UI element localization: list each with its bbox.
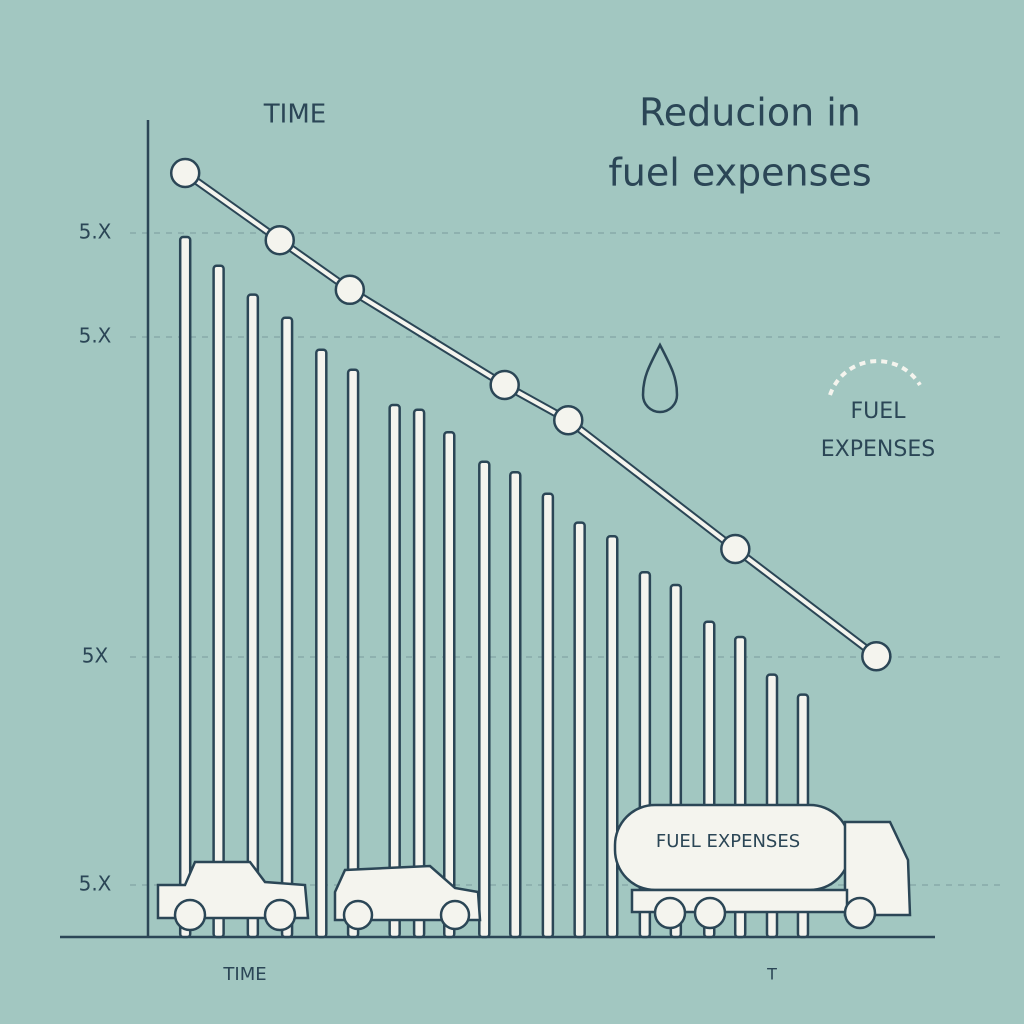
bar [315, 348, 328, 939]
line-point [861, 640, 892, 672]
bar [509, 470, 522, 939]
y-tick-label: 5.X [79, 324, 112, 348]
line-point [553, 404, 584, 436]
y-tick-label: 5X [82, 644, 109, 668]
y-tick-label: 5.X [79, 872, 112, 896]
title-line: Reducion in [639, 91, 861, 135]
bar [478, 460, 491, 939]
line-point [334, 274, 366, 306]
y-tick-label: 5.X [79, 220, 112, 244]
top-label: TIME [263, 100, 326, 130]
annotation: EXPENSES [821, 437, 935, 462]
bar [606, 534, 619, 939]
bar [412, 408, 426, 939]
bar [178, 235, 192, 939]
title-line: fuel expenses [608, 151, 871, 195]
data-layer [169, 157, 892, 939]
line-point [489, 369, 520, 401]
bar [443, 430, 456, 939]
x-axis-label: TIME [222, 964, 266, 985]
bar [573, 521, 586, 939]
bar [388, 403, 401, 939]
bar [280, 316, 294, 939]
line-point [169, 157, 201, 189]
drop-icon [641, 342, 679, 414]
annotation: FUEL EXPENSES [656, 831, 800, 852]
line-point [264, 224, 295, 256]
annotation: T [766, 965, 777, 984]
gauge-icon [828, 359, 922, 396]
bar [541, 492, 555, 939]
bar [212, 264, 225, 939]
annotation: FUEL [851, 399, 907, 424]
bar [246, 293, 260, 939]
car-icon [156, 860, 310, 932]
line-point [720, 533, 751, 565]
bar [346, 368, 360, 939]
car-icon [333, 864, 482, 931]
truck-icon [613, 803, 912, 930]
